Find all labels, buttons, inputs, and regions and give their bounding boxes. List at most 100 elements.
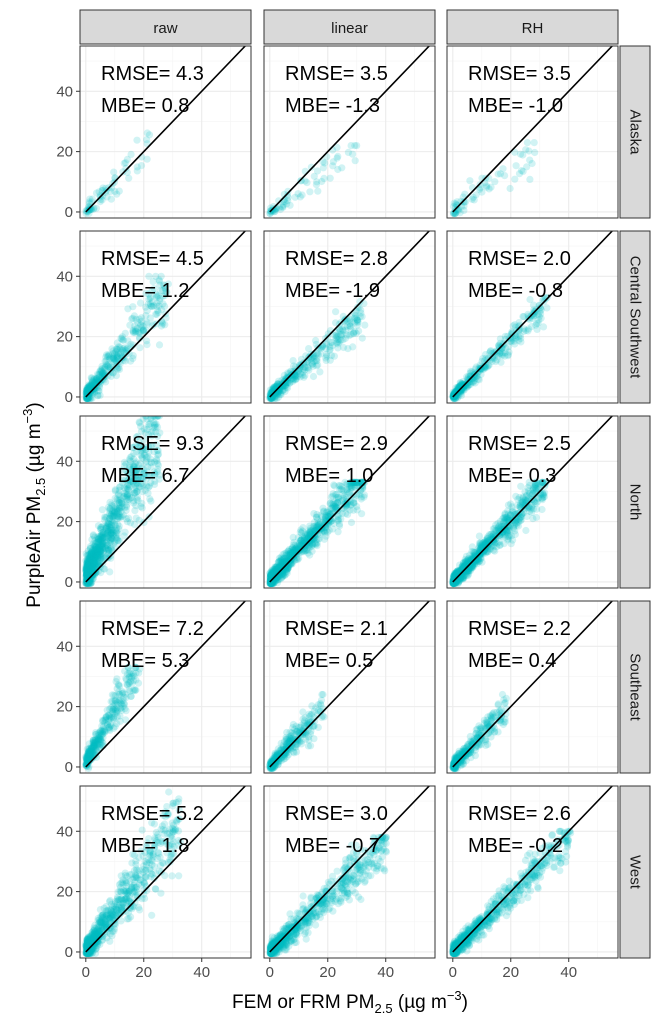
- data-point: [139, 326, 147, 334]
- data-point: [140, 469, 148, 477]
- data-point: [320, 527, 328, 535]
- data-point: [280, 750, 288, 759]
- data-point: [274, 761, 282, 769]
- data-point: [515, 336, 523, 344]
- data-point: [268, 569, 276, 578]
- data-point: [143, 482, 151, 490]
- data-point: [267, 574, 275, 582]
- data-point: [346, 480, 354, 488]
- data-point: [143, 416, 151, 423]
- data-point: [113, 704, 121, 712]
- data-point: [104, 520, 112, 528]
- data-point: [89, 753, 98, 761]
- data-point: [119, 511, 127, 519]
- data-point: [528, 503, 536, 511]
- data-point: [116, 483, 124, 491]
- data-point: [88, 744, 96, 752]
- data-point: [335, 338, 343, 346]
- data-point: [88, 385, 96, 393]
- data-point: [343, 499, 352, 507]
- data-point: [270, 383, 278, 391]
- data-point: [115, 507, 123, 515]
- data-point: [91, 736, 99, 744]
- data-point: [449, 572, 458, 580]
- data-point: [132, 663, 140, 672]
- data-point: [152, 272, 160, 280]
- data-point: [358, 510, 366, 518]
- data-point: [83, 394, 91, 403]
- data-point: [155, 475, 163, 483]
- data-point: [457, 567, 465, 576]
- data-point: [462, 570, 470, 578]
- data-point: [83, 564, 91, 572]
- data-point: [456, 386, 464, 394]
- data-point: [491, 547, 499, 555]
- data-point: [507, 331, 515, 339]
- data-point: [469, 378, 477, 386]
- data-point: [526, 481, 534, 490]
- data-point: [84, 388, 93, 396]
- data-point: [333, 154, 341, 162]
- data-point: [142, 289, 150, 297]
- data-point: [285, 551, 293, 560]
- data-point: [307, 742, 315, 750]
- data-point: [84, 560, 92, 568]
- data-point: [503, 516, 511, 524]
- data-point: [92, 550, 100, 558]
- data-point: [126, 667, 134, 675]
- one-to-one-line: [452, 46, 613, 213]
- data-point: [504, 536, 512, 544]
- data-point: [453, 575, 461, 583]
- data-point: [456, 383, 464, 392]
- data-point: [86, 382, 94, 390]
- data-point: [351, 483, 359, 491]
- data-point: [92, 544, 100, 552]
- data-point: [321, 513, 330, 521]
- data-point: [85, 199, 93, 207]
- data-point: [489, 535, 497, 543]
- data-point: [97, 525, 105, 533]
- data-point: [481, 536, 490, 544]
- data-point: [91, 561, 99, 569]
- data-point: [93, 534, 101, 542]
- data-point: [141, 445, 150, 454]
- data-point: [313, 178, 321, 186]
- data-point: [97, 532, 105, 540]
- data-point: [453, 571, 461, 579]
- data-point: [84, 570, 92, 578]
- rmse-annotation: RMSE= 2.9: [285, 433, 388, 455]
- data-point: [311, 539, 319, 547]
- data-point: [452, 758, 460, 767]
- data-point: [164, 280, 172, 288]
- data-point: [335, 515, 343, 523]
- data-point: [270, 390, 278, 398]
- data-point: [99, 727, 107, 736]
- data-point: [85, 562, 93, 570]
- data-point: [478, 188, 486, 196]
- data-point: [119, 689, 127, 697]
- data-point: [91, 550, 99, 558]
- data-point: [277, 564, 285, 573]
- data-point: [457, 567, 466, 575]
- data-point: [291, 371, 299, 380]
- data-point: [140, 436, 148, 444]
- data-point: [131, 459, 139, 467]
- data-point: [136, 665, 144, 673]
- data-point: [477, 538, 485, 547]
- panel-border: [79, 415, 252, 589]
- data-point: [494, 519, 502, 528]
- data-point: [460, 574, 468, 582]
- data-point: [92, 553, 100, 561]
- data-point: [97, 569, 105, 577]
- data-point: [272, 759, 280, 767]
- data-point: [298, 542, 306, 550]
- data-point: [342, 480, 350, 488]
- data-point: [82, 567, 90, 575]
- data-point: [329, 510, 337, 518]
- data-point: [116, 682, 124, 690]
- data-point: [320, 507, 328, 515]
- data-point: [126, 687, 134, 696]
- data-point: [85, 383, 94, 391]
- data-point: [82, 579, 90, 587]
- data-point: [150, 302, 158, 310]
